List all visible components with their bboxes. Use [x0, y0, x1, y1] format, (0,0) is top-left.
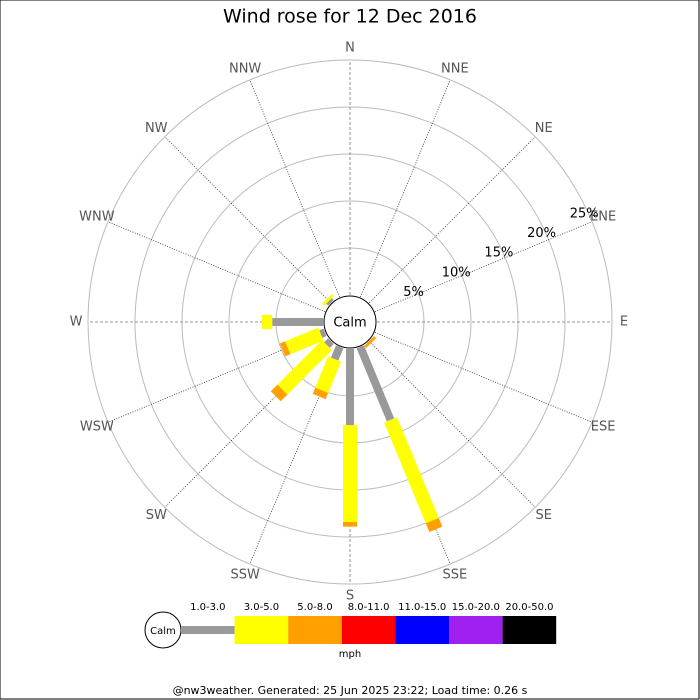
wedge-segment — [315, 356, 342, 394]
spoke — [368, 340, 536, 508]
legend-label: 8.0-11.0 — [348, 602, 390, 613]
tick-label: 25% — [570, 206, 599, 221]
calm-label: Calm — [333, 316, 366, 331]
wedge-segment — [384, 417, 439, 524]
wedge-segment — [343, 521, 357, 527]
legend-swatch — [288, 616, 342, 644]
wedge-segment — [356, 345, 395, 422]
wedge-segment — [425, 517, 443, 532]
legend-label: 3.0-5.0 — [244, 602, 279, 613]
direction-label: NNW — [229, 61, 261, 76]
legend-label: 20.0-50.0 — [505, 602, 553, 613]
direction-label: WNW — [79, 210, 115, 225]
chart-title: Wind rose for 12 Dec 2016 — [223, 6, 477, 28]
spoke — [374, 331, 593, 423]
wedge-segment — [285, 327, 324, 355]
spoke — [368, 136, 536, 304]
wedge-segment — [326, 298, 334, 306]
tick-label: 10% — [442, 265, 471, 280]
legend-swatch — [395, 616, 449, 644]
wedge-segment — [324, 338, 334, 348]
legend-label: 5.0-8.0 — [297, 602, 332, 613]
wedge-segment — [346, 349, 354, 426]
spoke — [249, 346, 341, 565]
direction-label: SSW — [230, 568, 260, 583]
wedge-segment — [261, 315, 273, 329]
footer: @nw3weather. Generated: 25 Jun 2025 23:2… — [173, 684, 528, 697]
direction-label: W — [70, 315, 83, 330]
direction-label: NNE — [441, 61, 469, 76]
legend-swatch — [181, 626, 235, 634]
units-label: mph — [339, 649, 361, 660]
spoke — [107, 331, 326, 423]
direction-label: SE — [536, 508, 552, 523]
legend-swatch — [234, 616, 289, 644]
direction-label: NE — [535, 121, 553, 136]
wedge-segment — [364, 336, 377, 349]
legend-label: 15.0-20.0 — [452, 602, 500, 613]
legend-label: 11.0-15.0 — [398, 602, 446, 613]
spoke — [164, 136, 332, 304]
grid-ring — [87, 59, 613, 585]
direction-label: ENE — [590, 210, 616, 225]
spoke — [164, 340, 332, 508]
direction-label: N — [345, 41, 355, 56]
wedge-segment — [279, 341, 291, 357]
direction-label: ESE — [591, 419, 616, 434]
direction-label: E — [620, 315, 628, 330]
wedge-segment — [272, 318, 323, 326]
wedge-segment — [330, 345, 344, 361]
wedge-segment — [312, 387, 329, 400]
spoke — [107, 221, 326, 313]
wedge-segment — [277, 340, 332, 395]
tick-label: 5% — [403, 285, 424, 300]
tick-label: 15% — [484, 246, 513, 261]
direction-label: S — [346, 589, 354, 604]
tick-label: 20% — [527, 226, 556, 241]
legend-swatch — [341, 616, 396, 644]
legend-swatch — [449, 616, 503, 644]
spoke — [249, 79, 341, 298]
direction-label: NW — [145, 121, 168, 136]
wedge-segment — [270, 384, 288, 402]
spoke — [359, 79, 451, 298]
wedge-segment — [343, 425, 357, 522]
direction-label: SW — [146, 508, 167, 523]
legend-calm-label: Calm — [150, 626, 176, 637]
wedge-segment — [321, 293, 334, 306]
legend-label: 1.0-3.0 — [190, 602, 225, 613]
legend-swatch — [502, 616, 557, 644]
direction-label: SSE — [442, 568, 467, 583]
spoke — [374, 221, 593, 313]
calm-circle — [323, 295, 377, 349]
wedge-segment — [319, 328, 327, 338]
direction-label: WSW — [80, 419, 114, 434]
